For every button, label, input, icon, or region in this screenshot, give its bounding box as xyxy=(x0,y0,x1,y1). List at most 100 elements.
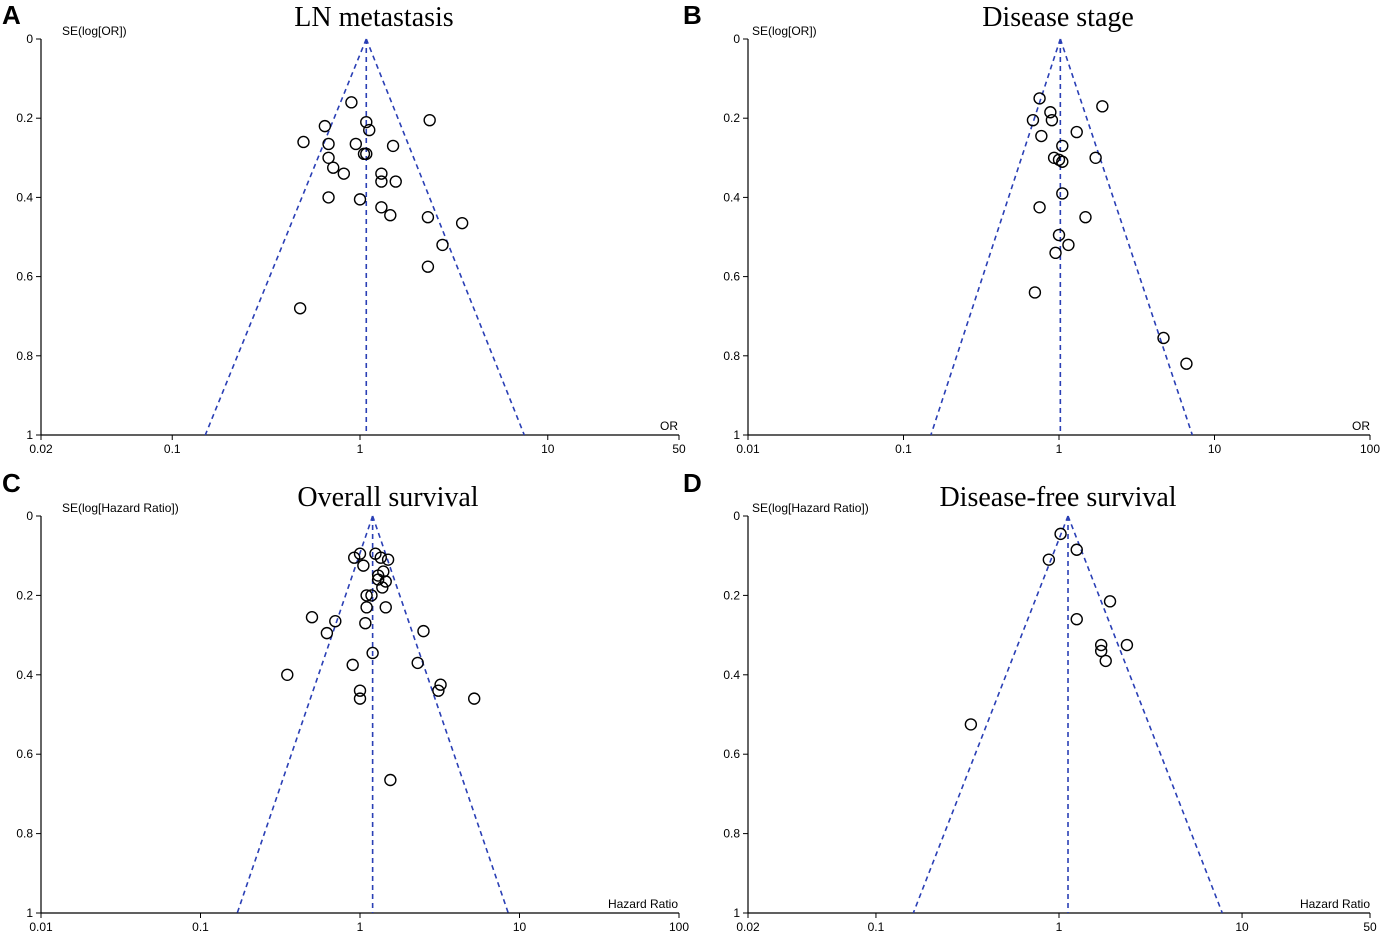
study-point xyxy=(421,210,435,224)
x-axis-label: Hazard Ratio xyxy=(608,897,678,911)
study-point xyxy=(360,589,373,602)
chart-title: LN metastasis xyxy=(294,2,453,33)
study-point xyxy=(434,678,447,691)
study-point xyxy=(366,646,379,660)
study-point xyxy=(360,147,373,161)
study-point xyxy=(375,167,388,180)
study-point xyxy=(360,601,373,614)
x-tick-label: 0.01 xyxy=(736,442,760,456)
study-point xyxy=(421,260,435,273)
y-tick-label: 0.8 xyxy=(16,349,33,363)
study-point xyxy=(346,658,359,672)
funnel-right-limit xyxy=(1059,38,1194,436)
y-tick-label: 0.8 xyxy=(723,349,740,363)
study-point xyxy=(1070,125,1083,139)
study-point xyxy=(1035,129,1048,143)
study-point xyxy=(1070,613,1083,626)
x-tick-label: 1 xyxy=(1056,920,1063,933)
study-point xyxy=(389,175,402,188)
study-point xyxy=(455,216,469,230)
study-point xyxy=(360,115,373,129)
study-point xyxy=(318,119,332,133)
funnel-left-limit xyxy=(236,515,374,914)
x-tick-label: 1 xyxy=(357,442,364,456)
y-axis-label: SE(log[OR]) xyxy=(62,24,127,38)
x-tick-label: 100 xyxy=(1360,442,1380,456)
x-axis-label: OR xyxy=(660,419,678,433)
y-tick-label: 0.2 xyxy=(16,588,33,602)
study-point xyxy=(353,193,367,206)
panel-letter: C xyxy=(2,468,21,498)
study-point xyxy=(1033,92,1046,105)
x-tick-label: 0.1 xyxy=(895,442,912,456)
panel-b-disease-stage: B Disease stage SE(log[OR]) OR 0 0.2 0.4 0.… xyxy=(683,0,1380,456)
study-point xyxy=(411,656,424,670)
study-point xyxy=(345,96,358,109)
study-point xyxy=(337,167,351,180)
study-point xyxy=(371,573,385,586)
study-point xyxy=(322,137,335,151)
study-point xyxy=(379,601,392,614)
study-point xyxy=(353,547,367,560)
study-point xyxy=(1042,553,1056,566)
chart-title: Overall survival xyxy=(297,482,478,513)
y-tick-label: 1 xyxy=(733,428,740,442)
study-point xyxy=(964,718,978,731)
study-point xyxy=(1096,100,1109,113)
study-point xyxy=(1120,638,1134,652)
study-point xyxy=(322,151,335,165)
y-tick-label: 0.8 xyxy=(723,827,740,841)
study-point xyxy=(1056,187,1069,200)
y-tick-label: 0.6 xyxy=(723,270,740,284)
y-tick-label: 0.6 xyxy=(16,270,33,284)
x-tick-label: 0.02 xyxy=(736,920,760,933)
study-point xyxy=(468,692,481,705)
panel-d-disease-free-survival: D Disease-free survival SE(log[Hazard Ra… xyxy=(683,468,1377,933)
study-point xyxy=(1026,113,1040,127)
study-point xyxy=(320,626,334,640)
y-tick-label: 0.4 xyxy=(16,190,33,204)
funnel-right-limit xyxy=(371,515,509,914)
x-tick-label: 10 xyxy=(513,920,527,933)
y-tick-label: 0 xyxy=(26,32,33,46)
study-point xyxy=(1089,151,1102,165)
y-tick-label: 1 xyxy=(26,906,33,920)
funnel-left-limit xyxy=(930,38,1062,436)
study-point xyxy=(363,123,376,137)
x-tick-label: 50 xyxy=(1363,920,1377,933)
study-point xyxy=(1094,638,1108,652)
study-point xyxy=(375,175,388,188)
y-tick-label: 0.4 xyxy=(723,668,740,682)
x-tick-label: 50 xyxy=(672,442,686,456)
x-tick-label: 10 xyxy=(541,442,555,456)
study-point xyxy=(417,624,430,638)
x-tick-label: 1 xyxy=(357,920,364,933)
study-point xyxy=(365,589,378,602)
funnel-left-limit xyxy=(912,515,1069,914)
study-point xyxy=(1079,210,1092,224)
study-point xyxy=(1103,595,1117,608)
y-tick-label: 0.2 xyxy=(723,111,740,125)
x-tick-label: 0.1 xyxy=(868,920,885,933)
study-point xyxy=(1049,246,1062,260)
study-point xyxy=(375,201,388,214)
y-axis-label: SE(log[Hazard Ratio]) xyxy=(752,501,869,515)
study-point xyxy=(1044,106,1057,119)
study-point xyxy=(432,684,445,697)
study-point xyxy=(384,209,397,222)
study-point xyxy=(381,553,395,566)
study-point xyxy=(1180,357,1193,370)
y-tick-label: 0.6 xyxy=(723,747,740,761)
study-point xyxy=(1054,527,1067,541)
x-axis-label: Hazard Ratio xyxy=(1300,897,1370,911)
x-tick-label: 1 xyxy=(1056,442,1063,456)
study-point xyxy=(327,161,340,174)
y-tick-label: 0.2 xyxy=(723,588,740,602)
study-point xyxy=(1052,228,1066,242)
y-tick-label: 0.4 xyxy=(16,668,33,682)
chart-title: Disease-free survival xyxy=(939,482,1176,513)
study-point xyxy=(379,575,392,588)
panel-a-ln-metastasis: A LN metastasis SE(log[OR]) OR 0 0.2 0.4 0.… xyxy=(2,0,686,456)
study-point xyxy=(1033,201,1046,214)
